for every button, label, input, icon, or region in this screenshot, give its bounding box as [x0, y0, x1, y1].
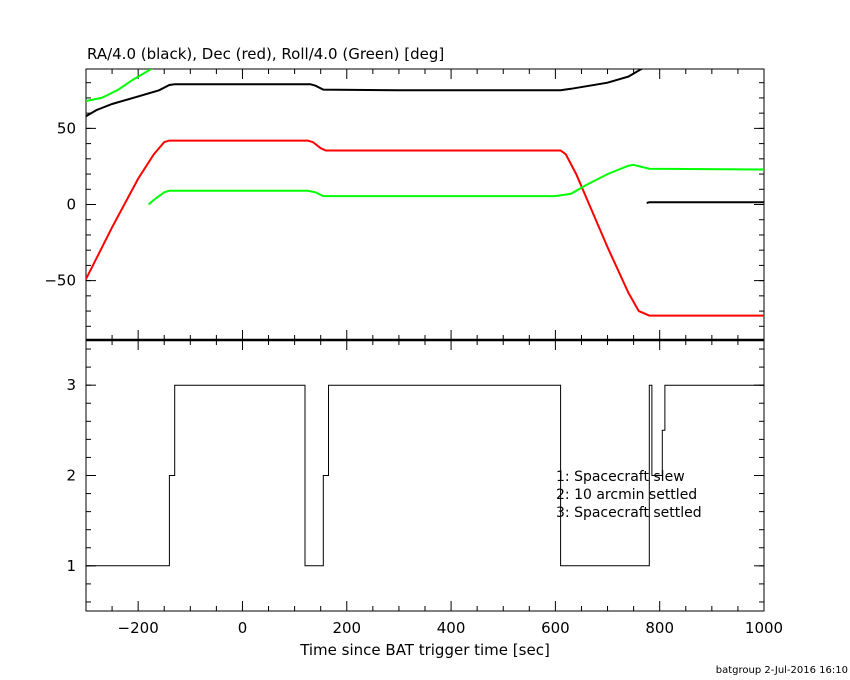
x-tick-label: 800 [645, 619, 674, 637]
bottom-series-group [86, 384, 764, 567]
legend-annotation: 1: Spacecraft slew [556, 469, 685, 485]
x-tick-label: 600 [541, 619, 570, 637]
x-tick-label: 0 [238, 619, 248, 637]
top-series-line-1 [86, 139, 764, 317]
top-series-line-2 [86, 69, 154, 102]
x-tick-label: −200 [118, 619, 159, 637]
bottom-series-line-0 [86, 384, 764, 567]
top-panel: −50 0 50 [44, 68, 765, 341]
y-tick-label: 3 [66, 376, 76, 394]
y-tick-label: 0 [66, 196, 76, 214]
x-axis-label: Time since BAT trigger time [sec] [299, 641, 550, 659]
y-tick-label: 2 [66, 467, 76, 485]
top-series-line-0 [646, 201, 764, 204]
top-series-group [86, 69, 764, 317]
top-series-line-2 [147, 163, 764, 206]
top-chart-title: RA/4.0 (black), Dec (red), Roll/4.0 (Gre… [87, 45, 444, 63]
x-tick-label: 200 [332, 619, 361, 637]
y-tick-label: 50 [57, 119, 76, 137]
y-tick-label: −50 [44, 272, 76, 290]
x-tick-label: 1000 [745, 619, 783, 637]
top-plot-frame [85, 68, 765, 341]
legend-annotation: 3: Spacecraft settled [556, 505, 702, 521]
y-tick-label: 1 [66, 557, 76, 575]
footer-credit: batgroup 2-Jul-2016 16:10 [716, 665, 848, 676]
bottom-panel: 1 2 3 −200 0 200 400 600 800 1000 1: Spacecraft sl… [66, 339, 783, 637]
x-tick-label: 400 [437, 619, 466, 637]
top-series-line-0 [86, 69, 644, 118]
legend-annotation: 2: 10 arcmin settled [556, 487, 697, 503]
